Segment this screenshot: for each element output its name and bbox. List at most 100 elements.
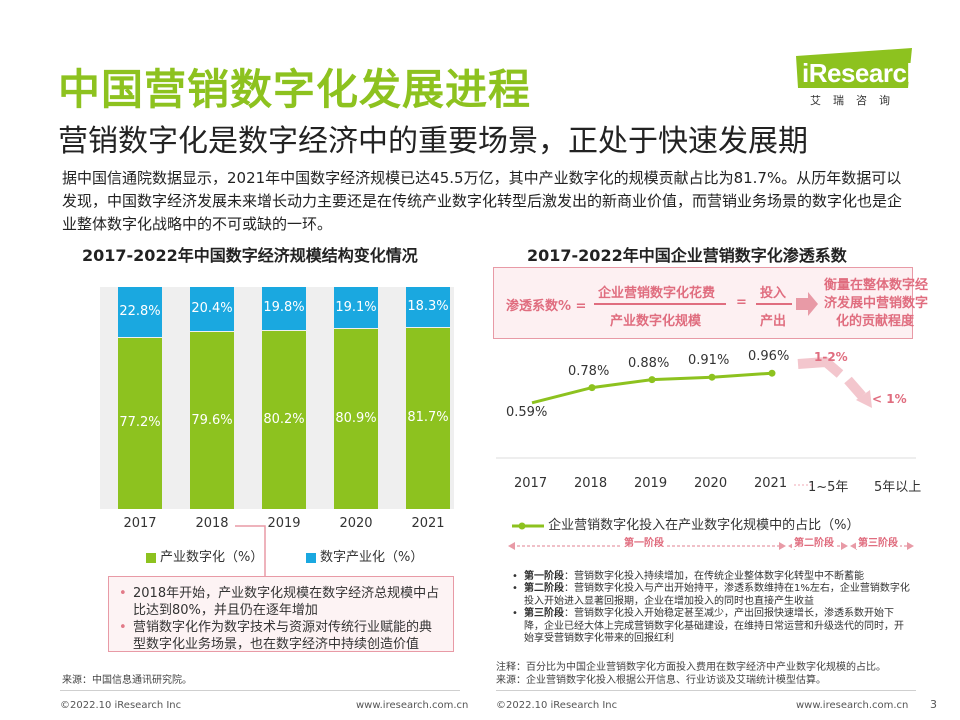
bar-industrial-digitalization: 77.2% — [118, 337, 162, 509]
footer-url-right[interactable]: www.iresearch.com.cn — [796, 700, 909, 711]
logo-wordmark: iResearch — [802, 58, 922, 88]
bar-digital-industrialization: 18.3% — [406, 287, 450, 327]
logo-subtext: 艾瑞咨询 — [810, 94, 902, 107]
stage-note-text: ：营销数字化投入开始稳定甚至减少，产出回报快速增长，渗透系数开始下降，企业已经大… — [524, 608, 904, 645]
legend-digital-industrialization: 数字产业化（%） — [306, 546, 423, 565]
line-data-label: 0.91% — [688, 353, 730, 369]
stage-note-item: 第三阶段：营销数字化投入开始稳定甚至减少，产出回报快速增长，渗透系数开始下降，企… — [512, 608, 912, 645]
bar-industrial-digitalization: 80.2% — [262, 330, 306, 509]
stage-note-item: 第二阶段：营销数字化投入与产出开始持平，渗透系数维持在1%左右，企业营销数字化投… — [512, 583, 912, 608]
legend-blue-swatch — [306, 552, 316, 563]
formula-result-line-2: 济发展中营销数字 — [824, 296, 929, 311]
formula-equals: = — [736, 295, 747, 310]
bar-industrial-digitalization: 80.9% — [334, 329, 378, 509]
line-point — [768, 369, 776, 377]
legend-industrial-digitalization: 产业数字化（%） — [146, 546, 263, 565]
bar-industrial-digitalization: 79.6% — [190, 332, 234, 509]
line-x-tick-label: 2017 — [514, 476, 548, 491]
projection-arrowhead — [856, 390, 872, 408]
bar-x-tick-label: 2018 — [195, 516, 229, 531]
stacked-bar-chart: 22.8% 77.2% 20.4% 79.6% 19.8% 80.2% 19.1% 80.9%… — [100, 287, 454, 509]
projection-arrow-up — [797, 357, 844, 378]
stage-note-label: 第一阶段 — [524, 571, 564, 582]
formula-box: 渗透系数% = 企业营销数字化花费 产业数字化规模 = 投入 产出 衡量在整体数… — [493, 267, 928, 339]
left-note-box: 2018年开始，产业数字化规模在数字经济总规模中占比达到80%，并且仍在逐年增加… — [108, 576, 454, 652]
line-x-tick-label: 2019 — [634, 476, 668, 491]
line-point — [588, 384, 596, 392]
bar-stack: 20.4% 79.6% — [190, 287, 234, 509]
formula-input: 投入 — [760, 286, 787, 301]
legend-green-swatch — [146, 552, 156, 563]
right-notes: 注释：百分比为中国企业营销数字化方面投入费用在数字经济中产业数字化规模的占比。 … — [496, 661, 886, 687]
line-x-tick-label: 2021 — [754, 476, 788, 491]
page-number: 3 — [930, 698, 937, 711]
footer-copyright-right: ©2022.10 iResearch Inc — [496, 700, 618, 711]
page-title: 中国营销数字化发展进程 — [58, 65, 532, 114]
logo-banner-icon — [796, 48, 912, 88]
note-connector-icon — [235, 525, 266, 576]
stage-notes: 第一阶段：营销数字化投入持续增加，在传统企业整体数字化转型中不断蓄能 第二阶段：… — [512, 571, 912, 645]
iresearch-logo: iResearch 艾瑞咨询 — [796, 48, 922, 118]
left-chart-title: 2017-2022年中国数字经济规模结构变化情况 — [82, 246, 418, 265]
bar-x-tick-label: 2019 — [267, 516, 301, 531]
line-data-label: 0.59% — [506, 404, 548, 420]
penetration-line-chart — [496, 357, 916, 486]
line-data-label: 0.78% — [568, 363, 610, 379]
formula-numerator: 企业营销数字化花费 — [598, 286, 716, 301]
footer-divider-left — [60, 690, 460, 691]
formula-fraction-line-2 — [756, 303, 792, 305]
line-chart-labels: 0.59% 0.78% 0.88% 0.91% 0.96% 2017 2018 2019 202… — [496, 340, 921, 495]
left-note-item: 营销数字化作为数字技术与资源对传统行业赋能的典型数字化业务场景，也在数字经济中持… — [119, 619, 443, 653]
line-x-extra-label: 1~5年 — [808, 480, 849, 495]
legend-label-digital: 数字产业化（%） — [320, 550, 424, 565]
left-source: 来源：中国信息通讯研究院。 — [62, 675, 192, 686]
footer-divider-right — [496, 690, 916, 691]
legend-line-icon — [512, 522, 544, 529]
formula-lhs: 渗透系数% = — [506, 299, 587, 314]
bar-x-tick-label: 2017 — [123, 516, 157, 531]
line-x-extra-label: 5年以上 — [874, 480, 922, 495]
stage-note-label: 第三阶段 — [524, 608, 564, 620]
formula-output: 产出 — [760, 314, 787, 329]
line-legend-label: 企业营销数字化投入在产业数字化规模中的占比（%） — [548, 518, 860, 533]
line-x-tick-label: 2020 — [694, 476, 728, 491]
formula-denominator: 产业数字化规模 — [610, 314, 702, 329]
bar-industrial-digitalization: 81.7% — [406, 327, 450, 509]
bar-stack: 18.3% 81.7% — [406, 287, 450, 509]
projection-label: 1-2% — [814, 350, 848, 364]
stage-note-text: ：营销数字化投入与产出开始持平，渗透系数维持在1%左右，企业营销数字化投入开始进… — [524, 583, 910, 607]
bar-digital-industrialization: 19.8% — [262, 287, 306, 330]
bar-stack: 19.8% 80.2% — [262, 287, 306, 509]
line-point — [648, 376, 656, 384]
intro-paragraph: 据中国信通院数据显示，2021年中国数字经济规模已达45.5万亿，其中产业数字化… — [62, 169, 903, 233]
line-data-label: 0.96% — [748, 349, 790, 365]
bar-x-tick-label: 2021 — [411, 516, 445, 531]
formula-result-line-1: 衡量在整体数字经 — [824, 278, 929, 293]
stage-brackets — [508, 542, 914, 550]
stage-note-item: 第一阶段：营销数字化投入持续增加，在传统企业整体数字化转型中不断蓄能 — [512, 571, 912, 584]
bar-digital-industrialization: 20.4% — [190, 287, 234, 332]
right-source: 来源：企业营销数字化投入根据公开信息、行业访谈及艾瑞统计模型估算。 — [496, 675, 826, 686]
line-data-label: 0.88% — [628, 355, 670, 371]
line-x-tick-label: 2018 — [574, 476, 608, 491]
footer-copyright-left: ©2022.10 iResearch Inc — [60, 700, 182, 711]
bar-digital-industrialization: 22.8% — [118, 287, 162, 337]
right-note: 注释：百分比为中国企业营销数字化方面投入费用在数字经济中产业数字化规模的占比。 — [496, 662, 886, 673]
stage-note-label: 第二阶段 — [524, 583, 564, 595]
line-legend: 企业营销数字化投入在产业数字化规模中的占比（%） — [512, 514, 860, 533]
bar-x-axis: 2017 2018 2019 2020 2021 — [100, 516, 454, 534]
line-point — [708, 373, 716, 381]
stage-3-label: 第三阶段 — [856, 534, 900, 549]
formula-fraction-line — [594, 303, 726, 305]
right-chart-title: 2017-2022年中国企业营销数字化渗透系数 — [527, 246, 847, 265]
stage-1-label: 第一阶段 — [622, 534, 666, 549]
bar-stack: 19.1% 80.9% — [334, 287, 378, 509]
projection-arrow-down — [844, 376, 866, 400]
bar-digital-industrialization: 19.1% — [334, 287, 378, 329]
bar-x-tick-label: 2020 — [339, 516, 373, 531]
footer-url-left[interactable]: www.iresearch.com.cn — [356, 700, 469, 711]
bar-stack: 22.8% 77.2% — [118, 287, 162, 509]
legend-label-industrial: 产业数字化（%） — [160, 550, 264, 565]
formula-result-line-3: 化的贡献程度 — [836, 314, 915, 329]
arrow-right-icon — [796, 292, 818, 316]
